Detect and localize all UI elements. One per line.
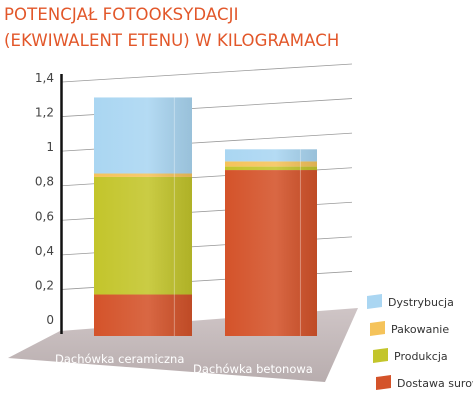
bar-shading (225, 149, 317, 336)
y-tick-label: 0 (46, 313, 54, 327)
y-tick-label: 0,6 (35, 209, 54, 223)
legend-swatch (373, 348, 388, 363)
y-tick-label: 0,8 (35, 175, 54, 189)
y-tick-label: 0,2 (35, 278, 54, 292)
y-tick-label: 1,2 (35, 106, 54, 120)
category-label: Dachówka ceramiczna (55, 352, 184, 366)
legend: Dystrybucja Pakowanie Produkcja Dostawa sur… (367, 294, 473, 390)
chart-title-line-1: POTENCJAŁ FOTOOKSYDACJI (4, 5, 239, 24)
legend-swatch (376, 375, 391, 390)
legend-swatch (367, 294, 382, 309)
category-labels: Dachówka ceramiczna Dachówka betonowa (55, 352, 313, 376)
y-tick-label: 1,4 (35, 71, 54, 85)
legend-label: Pakowanie (391, 323, 449, 336)
y-tick-label: 1 (46, 140, 54, 154)
chart-title-line-2: (EKWIWALENT ETENU) W KILOGRAMACH (4, 31, 340, 50)
bar-shading (94, 97, 192, 336)
category-label: Dachówka betonowa (193, 362, 313, 376)
bars (94, 97, 317, 336)
legend-label: Dostawa surowców (397, 377, 473, 390)
gridline (61, 63, 353, 83)
legend-swatch (370, 321, 385, 336)
y-tick-label: 0,4 (35, 244, 54, 258)
legend-label: Dystrybucja (388, 296, 454, 309)
legend-label: Produkcja (394, 350, 448, 363)
y-tick-labels: 0 0,2 0,4 0,6 0,8 1 1,2 1,4 (35, 71, 54, 327)
chart-title: POTENCJAŁ FOTOOKSYDACJI (EKWIWALENT ETEN… (4, 2, 339, 54)
